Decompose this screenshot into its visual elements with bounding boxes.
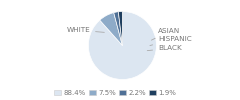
Wedge shape bbox=[100, 13, 122, 46]
Wedge shape bbox=[114, 12, 122, 46]
Wedge shape bbox=[88, 12, 156, 80]
Wedge shape bbox=[118, 12, 122, 46]
Text: BLACK: BLACK bbox=[147, 45, 182, 51]
Legend: 88.4%, 7.5%, 2.2%, 1.9%: 88.4%, 7.5%, 2.2%, 1.9% bbox=[54, 89, 177, 96]
Text: WHITE: WHITE bbox=[66, 27, 104, 33]
Text: ASIAN: ASIAN bbox=[151, 28, 180, 40]
Text: HISPANIC: HISPANIC bbox=[150, 36, 192, 46]
